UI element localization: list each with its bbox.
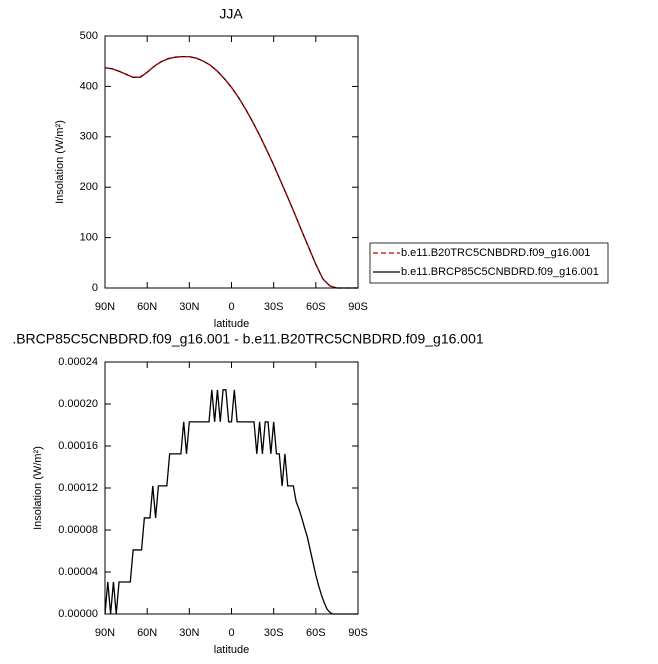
legend-label: b.e11.B20TRC5CNBDRD.f09_g16.001 bbox=[401, 247, 590, 259]
x-tick-label: 30N bbox=[179, 301, 199, 313]
plot-frame bbox=[104, 35, 359, 289]
x-tick-label: 60S bbox=[306, 627, 326, 639]
chart-title: JJA bbox=[219, 6, 243, 22]
x-tick-label: 0 bbox=[228, 627, 234, 639]
y-tick-label: 300 bbox=[80, 131, 98, 143]
x-tick-label: 30N bbox=[179, 627, 199, 639]
y-axis-label: Insolation (W/m²) bbox=[32, 446, 44, 530]
x-axis-label: latitude bbox=[214, 318, 249, 330]
y-tick-label: 500 bbox=[80, 30, 98, 42]
y-tick-label: 100 bbox=[80, 232, 98, 244]
y-tick-label: 0.00000 bbox=[58, 608, 98, 620]
y-tick-label: 200 bbox=[80, 181, 98, 193]
y-tick-label: 0.00004 bbox=[58, 566, 98, 578]
y-tick-label: 0 bbox=[92, 282, 98, 294]
plot-frame bbox=[104, 361, 359, 615]
x-tick-label: 90N bbox=[95, 627, 115, 639]
y-tick-label: 400 bbox=[80, 80, 98, 92]
y-tick-label: 0.00024 bbox=[58, 356, 98, 368]
legend-label: b.e11.BRCP85C5CNBDRD.f09_g16.001 bbox=[401, 266, 599, 278]
y-tick-label: 0.00008 bbox=[58, 524, 98, 536]
y-axis-label: Insolation (W/m²) bbox=[54, 120, 66, 204]
data-line bbox=[104, 389, 358, 615]
x-tick-label: 60N bbox=[137, 301, 157, 313]
x-tick-label: 60S bbox=[306, 301, 326, 313]
x-tick-label: 90S bbox=[348, 301, 368, 313]
y-tick-label: 0.00016 bbox=[58, 440, 98, 452]
x-tick-label: 30S bbox=[264, 627, 284, 639]
legend-box bbox=[369, 242, 609, 284]
x-tick-label: 0 bbox=[228, 301, 234, 313]
x-tick-label: 60N bbox=[137, 627, 157, 639]
x-tick-label: 90S bbox=[348, 627, 368, 639]
chart-title: .BRCP85C5CNBDRD.f09_g16.001 - b.e11.B20T… bbox=[12, 331, 484, 347]
x-axis-label: latitude bbox=[214, 644, 249, 656]
data-line bbox=[104, 56, 358, 289]
y-tick-label: 0.00012 bbox=[58, 482, 98, 494]
x-tick-label: 30S bbox=[264, 301, 284, 313]
x-tick-label: 90N bbox=[95, 301, 115, 313]
data-line bbox=[104, 56, 358, 289]
y-tick-label: 0.00020 bbox=[58, 398, 98, 410]
